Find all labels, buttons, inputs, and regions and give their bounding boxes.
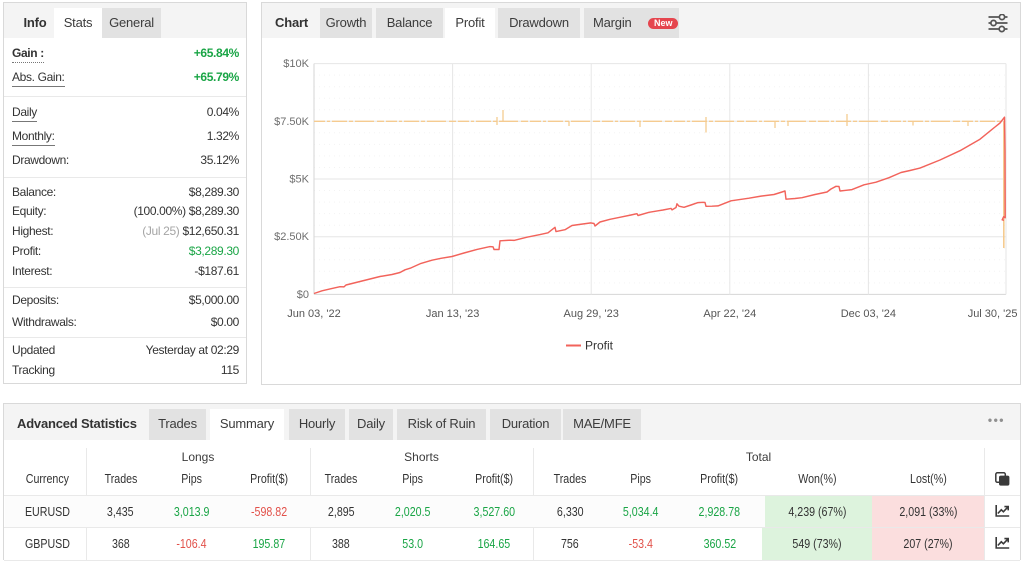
svg-text:Aug 29, '23: Aug 29, '23 (564, 308, 619, 320)
svg-text:Jul 30, '25: Jul 30, '25 (968, 308, 1018, 320)
svg-text:Jun 03, '22: Jun 03, '22 (287, 308, 340, 320)
svg-text:Apr 22, '24: Apr 22, '24 (703, 308, 756, 320)
svg-text:$5K: $5K (289, 174, 309, 186)
svg-text:Jan 13, '23: Jan 13, '23 (426, 308, 479, 320)
svg-text:$7.50K: $7.50K (274, 116, 310, 128)
svg-text:$0: $0 (297, 289, 309, 301)
svg-text:$10K: $10K (283, 58, 309, 70)
svg-text:Dec 03, '24: Dec 03, '24 (841, 308, 896, 320)
svg-text:$2.50K: $2.50K (274, 231, 310, 243)
svg-text:Profit: Profit (585, 339, 614, 353)
